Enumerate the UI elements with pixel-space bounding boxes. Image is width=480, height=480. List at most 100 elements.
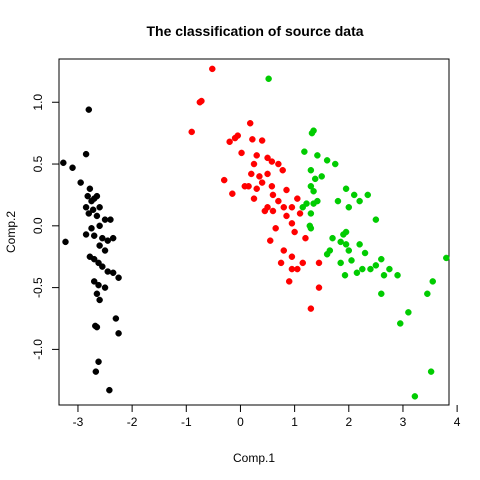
- data-point: [283, 212, 290, 220]
- data-point: [288, 253, 296, 260]
- data-point: [269, 207, 277, 215]
- data-point: [405, 309, 412, 316]
- data-point: [311, 175, 319, 183]
- data-point: [288, 204, 296, 211]
- data-point: [90, 278, 98, 285]
- data-point: [280, 247, 288, 254]
- data-point: [99, 234, 106, 242]
- data-point: [241, 183, 249, 190]
- data-point: [246, 120, 254, 127]
- data-point: [323, 157, 331, 164]
- data-point: [93, 290, 101, 298]
- data-point: [386, 265, 393, 273]
- data-point: [264, 154, 271, 162]
- data-point: [101, 247, 109, 254]
- x-tick-label: -1: [181, 415, 192, 429]
- data-point: [85, 210, 93, 217]
- y-tick-label: -0.5: [31, 277, 45, 298]
- data-point: [356, 241, 363, 248]
- data-point: [253, 185, 260, 192]
- data-point: [372, 262, 380, 269]
- data-point: [307, 166, 315, 174]
- y-tick-label: 1.0: [31, 94, 45, 111]
- data-point: [315, 284, 323, 291]
- data-point: [106, 386, 113, 394]
- data-point: [307, 305, 315, 312]
- data-point: [82, 204, 90, 211]
- data-point: [359, 265, 366, 273]
- data-point: [345, 247, 353, 254]
- data-point: [272, 225, 279, 232]
- x-tick-label: 2: [345, 415, 352, 429]
- x-tick-label: -3: [73, 415, 84, 429]
- data-point: [109, 269, 117, 277]
- data-point: [443, 254, 450, 262]
- data-point: [424, 290, 431, 298]
- data-point: [209, 65, 216, 73]
- data-point: [109, 234, 117, 242]
- data-point: [231, 134, 239, 142]
- data-point: [353, 269, 361, 277]
- data-point: [88, 225, 95, 232]
- data-point: [361, 249, 369, 257]
- data-point: [85, 106, 93, 113]
- data-point: [249, 136, 256, 143]
- data-point: [323, 250, 331, 258]
- data-point: [378, 290, 385, 298]
- data-point: [250, 160, 258, 168]
- data-point: [112, 315, 120, 322]
- data-point: [340, 231, 347, 238]
- data-point: [302, 234, 309, 242]
- data-point: [82, 231, 90, 238]
- data-point: [115, 330, 122, 337]
- data-point: [315, 259, 323, 267]
- data-point: [288, 220, 296, 227]
- data-point: [291, 228, 298, 236]
- data-point: [348, 257, 355, 264]
- data-point: [378, 255, 385, 263]
- data-point: [307, 183, 315, 190]
- data-point: [329, 234, 336, 242]
- data-point: [337, 238, 344, 246]
- data-point: [294, 195, 301, 202]
- data-point: [104, 268, 111, 275]
- data-point: [60, 159, 67, 167]
- x-tick-label: 4: [454, 415, 461, 429]
- data-point: [196, 99, 204, 106]
- data-point: [62, 238, 69, 246]
- data-point: [364, 191, 371, 199]
- x-axis: -3 -2 -1 0 1 2 3 4: [73, 405, 461, 429]
- data-point: [307, 225, 315, 232]
- data-point: [89, 206, 97, 214]
- data-point: [318, 173, 325, 180]
- data-point: [342, 241, 350, 248]
- data-point: [115, 274, 122, 281]
- data-point: [220, 176, 228, 184]
- data-point: [77, 179, 84, 186]
- data-point: [394, 272, 401, 279]
- data-point: [332, 160, 339, 168]
- data-point: [248, 170, 255, 178]
- y-axis-label: Comp.2: [4, 211, 18, 253]
- data-point: [104, 237, 111, 244]
- data-point: [95, 281, 102, 289]
- data-point: [372, 216, 380, 223]
- data-point: [279, 166, 286, 174]
- y-tick-label: 0.5: [31, 155, 45, 172]
- data-point: [93, 212, 101, 220]
- data-point: [188, 128, 195, 136]
- data-point: [267, 237, 274, 244]
- data-point: [342, 185, 350, 192]
- data-point: [275, 197, 282, 205]
- data-point: [96, 222, 103, 230]
- data-point: [265, 75, 272, 83]
- data-point: [82, 150, 90, 158]
- data-point: [308, 129, 316, 137]
- data-point: [95, 358, 102, 365]
- x-tick-label: 1: [291, 415, 298, 429]
- data-point: [299, 259, 306, 267]
- data-point: [229, 190, 236, 197]
- chart-title: The classification of source data: [146, 23, 363, 39]
- data-point: [84, 192, 91, 200]
